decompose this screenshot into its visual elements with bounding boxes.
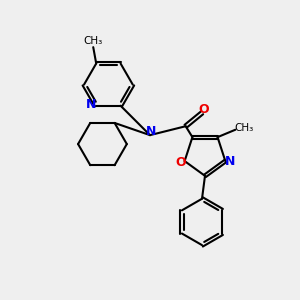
Text: N: N [225, 154, 236, 168]
Text: O: O [199, 103, 209, 116]
Text: O: O [176, 156, 186, 169]
Text: CH₃: CH₃ [84, 36, 103, 46]
Text: N: N [86, 98, 96, 111]
Text: N: N [146, 125, 157, 138]
Text: CH₃: CH₃ [234, 123, 253, 133]
